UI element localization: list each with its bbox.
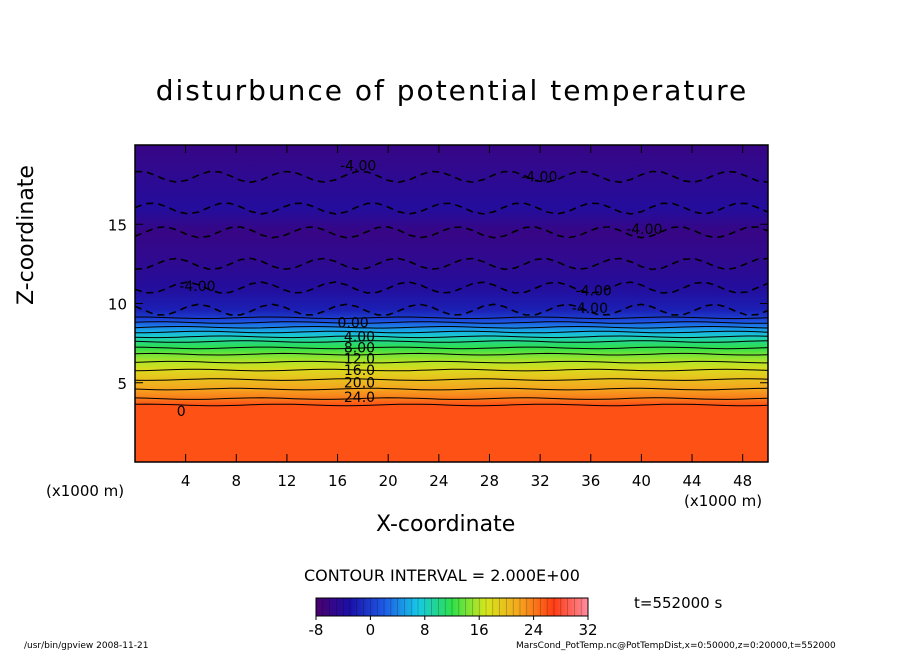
contour-label: -4.00 bbox=[572, 301, 608, 317]
x-tick-label: 20 bbox=[379, 472, 398, 490]
contour-label: 0.00 bbox=[338, 315, 369, 331]
x-unit-label-left: (x1000 m) bbox=[46, 482, 125, 500]
contour-line bbox=[135, 325, 768, 329]
contour-line bbox=[135, 340, 768, 343]
contour-line bbox=[135, 202, 768, 215]
x-tick-label: 36 bbox=[581, 472, 600, 490]
contour-line bbox=[135, 330, 768, 334]
time-label: t=552000 s bbox=[634, 594, 723, 612]
contour-line bbox=[135, 360, 768, 364]
contour-line bbox=[135, 397, 768, 400]
colorbar-tick-label: 8 bbox=[420, 621, 430, 639]
contour-label: -4.00 bbox=[521, 169, 557, 185]
y-axis-label: Z-coordinate bbox=[14, 165, 40, 305]
colorbar-tick-label: 24 bbox=[524, 621, 543, 639]
field-fill bbox=[135, 145, 768, 462]
contour-label: -4.00 bbox=[626, 222, 662, 238]
contour-line bbox=[135, 378, 768, 381]
contour-line bbox=[135, 403, 768, 407]
contour-label: 16.0 bbox=[344, 363, 375, 379]
contour-line bbox=[135, 303, 768, 316]
contour-line bbox=[135, 281, 768, 294]
x-axis-ticks: 4 8 12 16 20 24 28 32 36 40 44 48 bbox=[181, 145, 752, 490]
y-tick-label: 15 bbox=[108, 216, 127, 234]
colorbar-ticks: -8 0 8 16 24 32 bbox=[309, 598, 598, 639]
y-tick-label: 10 bbox=[108, 296, 127, 314]
colorbar-tick-label: -8 bbox=[309, 621, 324, 639]
contour-label: 24.0 bbox=[344, 390, 375, 406]
contour-line bbox=[135, 321, 768, 324]
contour-label: 20.0 bbox=[344, 376, 375, 392]
contour-line bbox=[135, 352, 768, 356]
colorbar-gradient bbox=[315, 597, 589, 617]
x-tick-label: 44 bbox=[682, 472, 701, 490]
y-tick-label: 5 bbox=[117, 375, 127, 393]
contour-line bbox=[135, 316, 768, 320]
contour-line bbox=[135, 346, 768, 350]
contour-line bbox=[135, 335, 768, 339]
footer-command: /usr/bin/gpview 2008-11-21 bbox=[24, 641, 149, 651]
footer-source: MarsCond_PotTemp.nc@PotTempDist,x=0:5000… bbox=[516, 641, 836, 651]
contour-line bbox=[135, 387, 768, 391]
contour-label: 0 bbox=[177, 404, 186, 420]
contour-line bbox=[135, 257, 768, 271]
x-tick-label: 12 bbox=[277, 472, 296, 490]
contour-label: -4.00 bbox=[179, 279, 215, 295]
contour-label: 8.00 bbox=[344, 341, 375, 357]
x-tick-label: 40 bbox=[632, 472, 651, 490]
colorbar-tick-label: 16 bbox=[470, 621, 489, 639]
x-tick-label: 16 bbox=[328, 472, 347, 490]
contour-interval-label: CONTOUR INTERVAL = 2.000E+00 bbox=[304, 566, 580, 585]
colorbar-tick-label: 32 bbox=[578, 621, 597, 639]
contour-label: 12.0 bbox=[344, 352, 375, 368]
x-tick-label: 4 bbox=[181, 472, 191, 490]
colorbar: -8 0 8 16 24 32 bbox=[309, 597, 598, 639]
y-axis-ticks: 5 10 15 bbox=[108, 216, 768, 393]
contour-label: 4.00 bbox=[344, 330, 375, 346]
x-tick-label: 48 bbox=[733, 472, 752, 490]
x-tick-label: 8 bbox=[232, 472, 242, 490]
x-tick-label: 28 bbox=[480, 472, 499, 490]
chart-title: disturbunce of potential temperature bbox=[155, 74, 749, 107]
contour-labels: 0.004.008.0012.016.020.024.00-4.00-4.00-… bbox=[177, 158, 663, 420]
contour-line bbox=[135, 368, 768, 372]
x-axis-label: X-coordinate bbox=[376, 512, 516, 537]
colorbar-tick-label: 0 bbox=[366, 621, 376, 639]
contour-lines bbox=[135, 170, 768, 407]
contour-label: -4.00 bbox=[576, 284, 612, 300]
contour-line bbox=[135, 170, 768, 184]
x-unit-label-right: (x1000 m) bbox=[684, 492, 763, 510]
x-tick-label: 32 bbox=[531, 472, 550, 490]
contour-line bbox=[135, 225, 768, 239]
x-tick-label: 24 bbox=[429, 472, 448, 490]
contour-label: -4.00 bbox=[340, 158, 376, 174]
temperature-field bbox=[135, 145, 768, 462]
